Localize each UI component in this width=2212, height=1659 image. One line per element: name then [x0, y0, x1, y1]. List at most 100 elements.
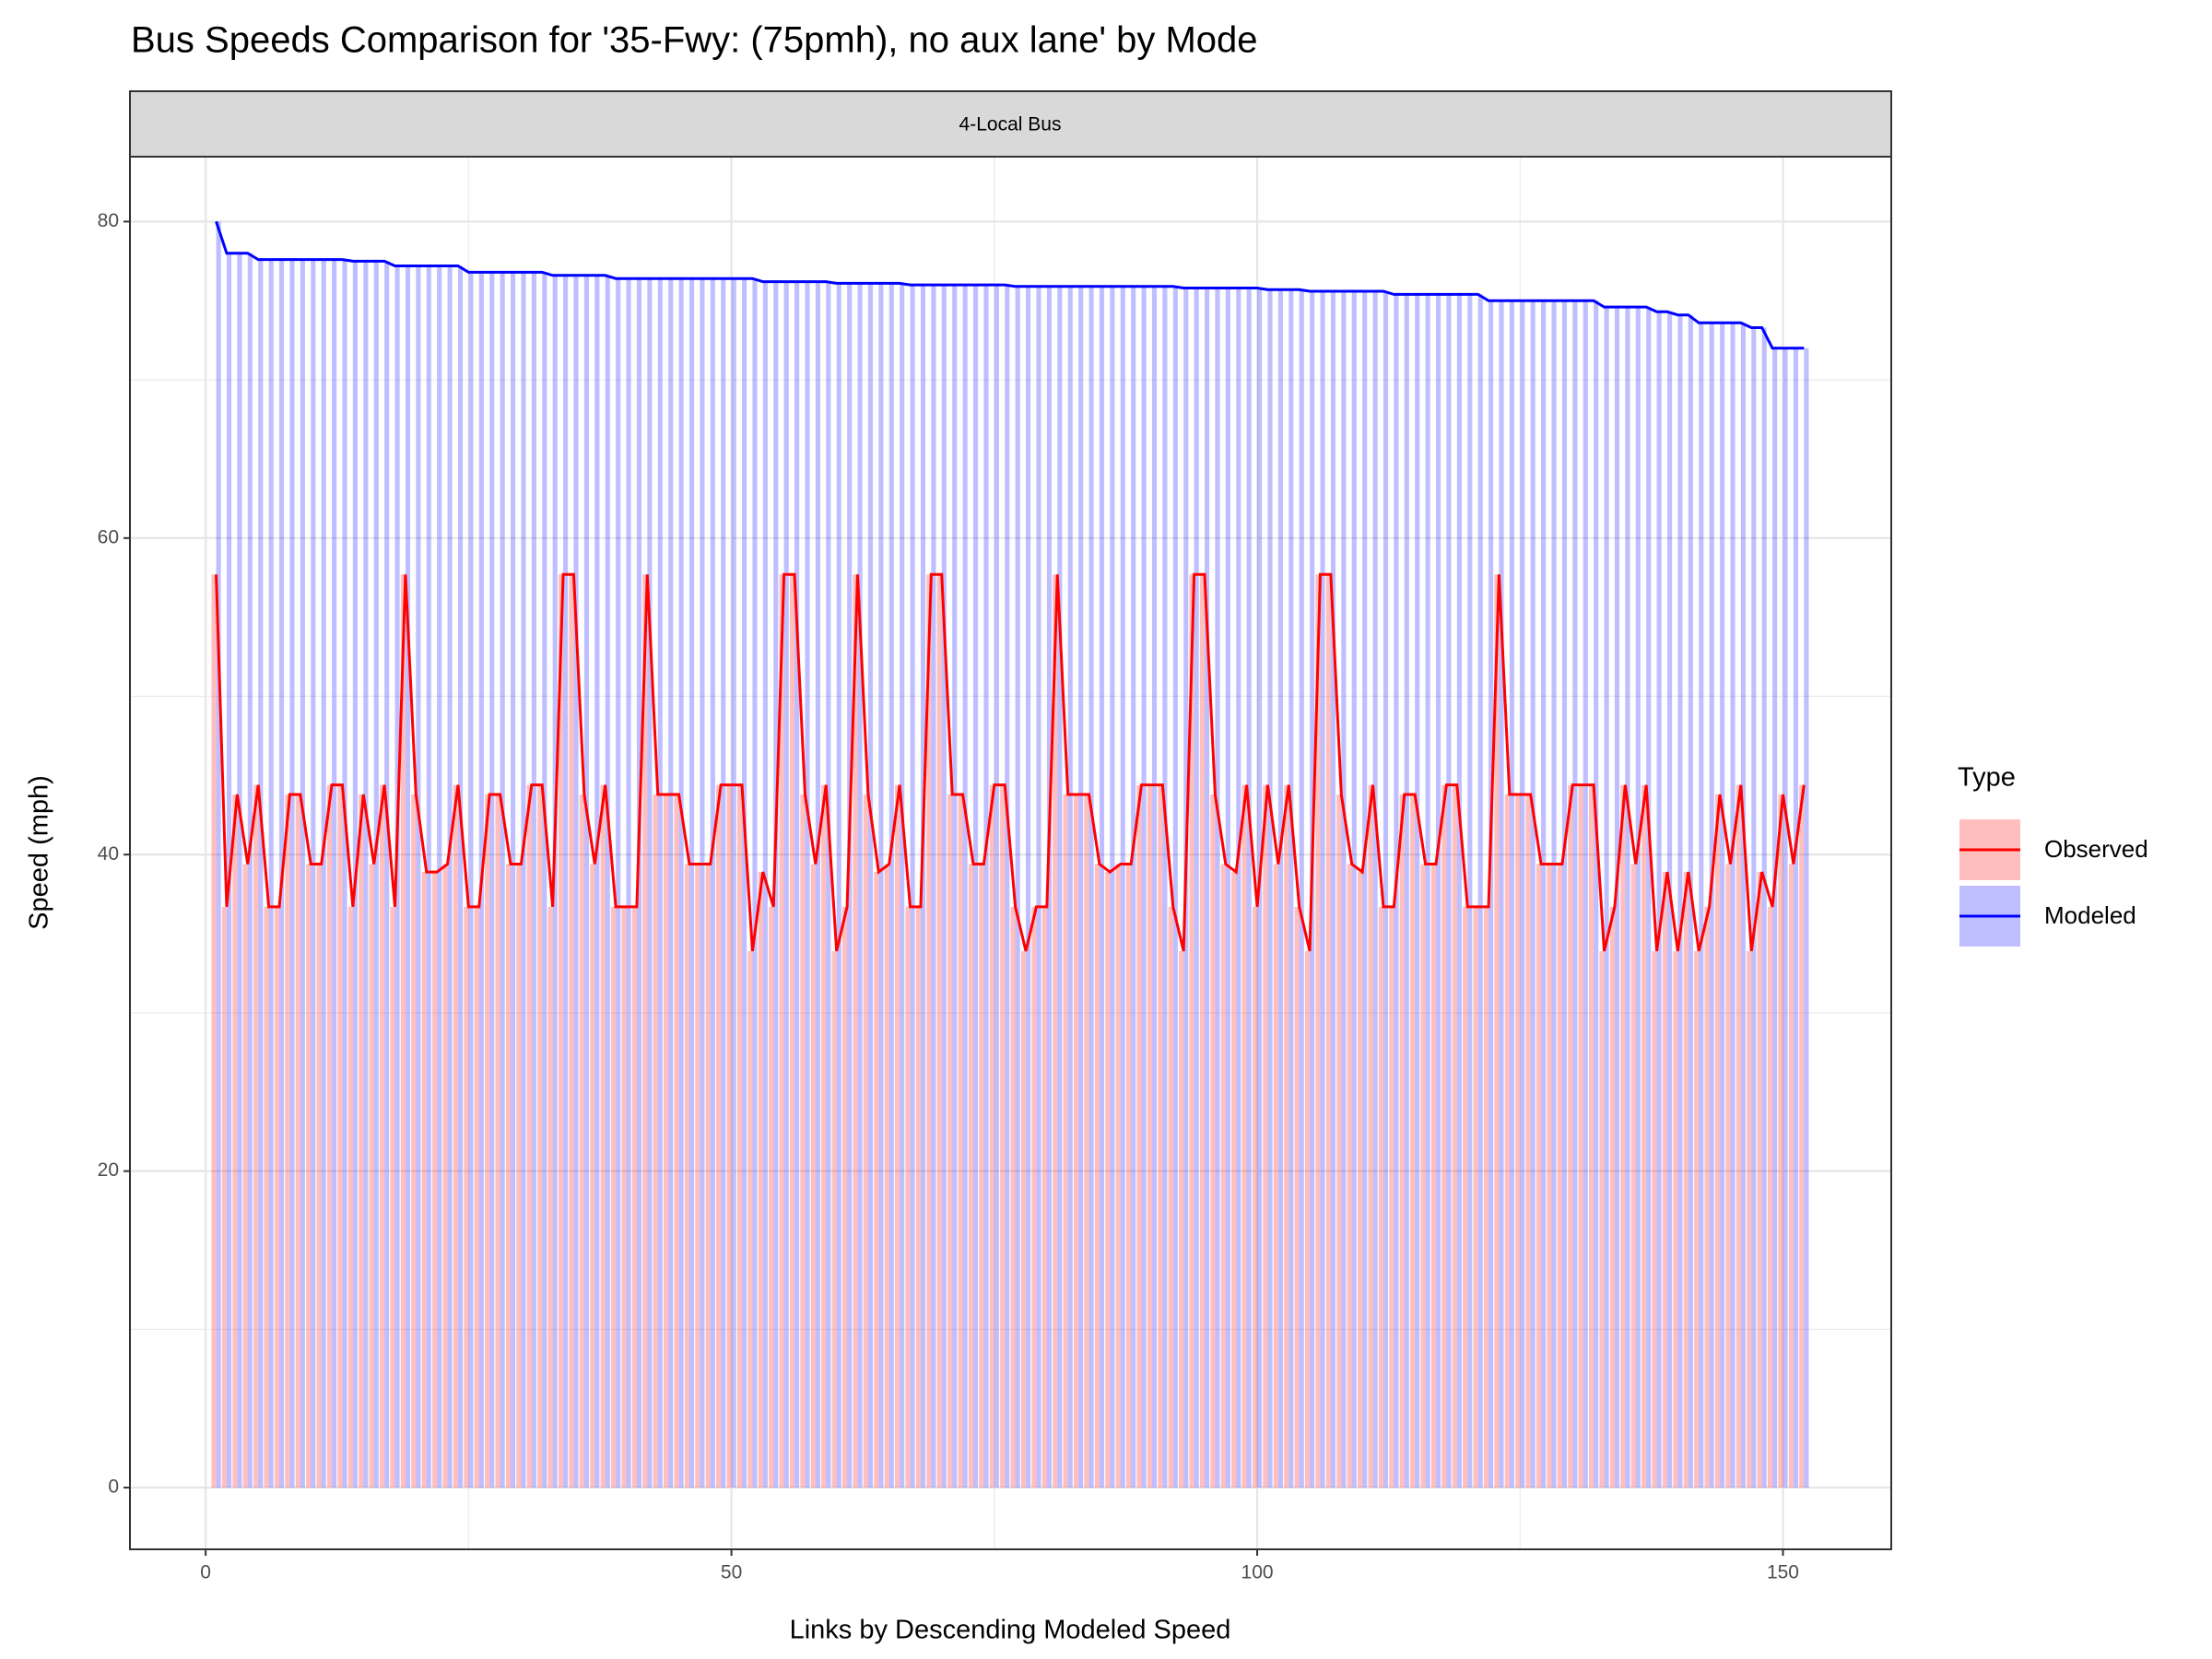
bar	[1088, 286, 1094, 1488]
line	[215, 220, 1805, 350]
bar	[1509, 300, 1514, 1488]
bar	[1053, 574, 1058, 1488]
bar	[1620, 784, 1626, 1488]
bar	[1720, 323, 1725, 1488]
bar	[710, 278, 715, 1488]
bar	[1646, 307, 1652, 1488]
bar	[1046, 286, 1052, 1488]
bar	[1330, 290, 1336, 1488]
bar	[1799, 784, 1805, 1488]
bar	[1320, 290, 1325, 1488]
bar	[573, 275, 579, 1488]
bar	[505, 864, 512, 1488]
bar	[989, 784, 994, 1488]
bar	[1199, 574, 1205, 1488]
bar	[736, 784, 743, 1488]
bar	[531, 272, 536, 1488]
bar	[579, 794, 584, 1488]
bar	[216, 221, 221, 1488]
bar	[1499, 300, 1504, 1488]
bar	[1067, 286, 1073, 1488]
bar	[558, 574, 564, 1488]
bar	[384, 261, 390, 1488]
bar	[569, 574, 574, 1488]
bar	[688, 278, 695, 1488]
legend-label: Observed	[2044, 835, 2148, 863]
bar	[926, 574, 932, 1488]
bar	[1599, 950, 1605, 1488]
bar	[547, 906, 553, 1488]
bar	[895, 784, 900, 1488]
bar	[1010, 906, 1016, 1488]
bar	[958, 794, 963, 1488]
bar	[1189, 574, 1194, 1488]
bar	[321, 259, 326, 1488]
bar	[1463, 906, 1468, 1488]
bar	[1761, 327, 1767, 1488]
bar	[1604, 307, 1609, 1488]
bar	[421, 872, 427, 1488]
bar	[537, 784, 543, 1488]
bar	[1304, 950, 1311, 1488]
line	[215, 572, 1806, 952]
bar	[983, 285, 989, 1488]
bar	[1530, 300, 1535, 1488]
bar	[1630, 864, 1636, 1488]
bar	[1483, 906, 1489, 1488]
bar	[857, 283, 863, 1488]
bar	[783, 281, 789, 1488]
bar	[1520, 300, 1525, 1488]
bar	[1336, 794, 1342, 1488]
panel-border	[129, 156, 1892, 1550]
bar	[810, 864, 816, 1488]
bar	[1151, 286, 1158, 1488]
bar	[247, 253, 253, 1488]
bar	[1168, 906, 1173, 1488]
bar	[769, 906, 774, 1488]
bar	[758, 872, 763, 1488]
bar	[500, 272, 505, 1488]
bar	[1435, 294, 1441, 1488]
bar	[668, 278, 674, 1488]
bar	[1382, 290, 1389, 1488]
bar	[1236, 288, 1241, 1488]
bar	[642, 574, 648, 1488]
bar	[695, 864, 700, 1488]
bar	[1714, 794, 1721, 1488]
bar	[1110, 286, 1115, 1488]
bar	[1057, 286, 1063, 1488]
bar	[1246, 288, 1252, 1488]
bar	[610, 906, 617, 1488]
bar	[516, 864, 522, 1488]
bar	[1709, 323, 1714, 1488]
bar	[1225, 288, 1230, 1488]
bar	[1005, 285, 1010, 1488]
bar	[1747, 950, 1752, 1488]
bar	[826, 281, 831, 1488]
bar	[905, 906, 911, 1488]
bar	[274, 906, 280, 1488]
bar	[657, 278, 663, 1488]
bar	[1125, 864, 1132, 1488]
bar	[1788, 864, 1794, 1488]
chart-title: Bus Speeds Comparison for '35-Fwy: (75pm…	[131, 20, 1258, 61]
bar	[794, 281, 800, 1488]
bar	[373, 261, 379, 1488]
bar	[1215, 288, 1220, 1488]
bar	[1252, 906, 1258, 1488]
bar	[542, 272, 547, 1488]
bar	[526, 784, 532, 1488]
bar	[947, 794, 953, 1488]
y-tick-label: 80	[98, 210, 119, 231]
bar	[1477, 294, 1483, 1488]
bar	[1614, 307, 1620, 1488]
y-tick-label: 60	[98, 526, 119, 547]
bar	[552, 275, 558, 1488]
bar	[311, 259, 316, 1488]
bar	[1757, 872, 1762, 1488]
bar	[952, 285, 958, 1488]
bar	[1351, 290, 1357, 1488]
bar	[1136, 784, 1142, 1488]
bar	[653, 794, 658, 1488]
bar	[468, 272, 474, 1488]
